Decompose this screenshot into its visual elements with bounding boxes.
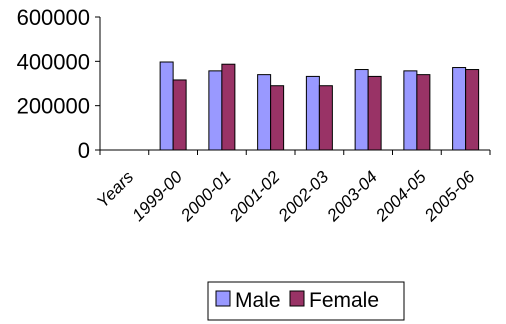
bar-female-2001-02 [270, 85, 285, 151]
bar-male-2000-01 [208, 70, 223, 151]
legend-box [207, 281, 405, 321]
legend-swatch-female [289, 290, 305, 307]
x-category-label: 2001-02 [225, 167, 284, 226]
x-category-label: Years [93, 167, 138, 212]
category-labels: Years1999-002000-012001-022002-032003-04… [93, 167, 479, 226]
bar-female-1999-00 [172, 79, 187, 151]
bar-male-2003-04 [354, 69, 369, 151]
bar-male-1999-00 [159, 61, 174, 151]
bar-male-2001-02 [257, 74, 272, 151]
y-tick-label: 400000 [17, 49, 90, 74]
y-tick-label: 200000 [17, 94, 90, 119]
bar-male-2002-03 [305, 75, 320, 151]
legend-label-female: Female [309, 289, 379, 312]
x-category-label: 2004-05 [371, 167, 430, 226]
x-category-label: 1999-00 [128, 167, 186, 225]
x-category-label: 2000-01 [176, 167, 234, 225]
legend-label-male: Male [235, 289, 281, 312]
legend: Male Female [207, 281, 405, 321]
x-category-label: 2003-04 [323, 167, 381, 225]
x-category-label: 2002-03 [274, 167, 333, 226]
bar-male-2004-05 [403, 70, 418, 151]
bar-female-2004-05 [416, 74, 431, 151]
bar-female-2003-04 [367, 75, 382, 151]
bar-female-2002-03 [318, 85, 333, 151]
x-axis [99, 149, 491, 155]
y-tick-label: 600000 [17, 5, 90, 30]
legend-swatch-male [215, 290, 231, 307]
bar-female-2000-01 [221, 63, 236, 151]
bars [159, 61, 480, 151]
bar-female-2005-06 [465, 69, 480, 151]
y-tick-label: 0 [78, 138, 90, 163]
x-category-label: 2005-06 [420, 167, 479, 226]
bar-male-2005-06 [452, 67, 467, 151]
y-axis: 600000 400000 200000 0 [17, 5, 101, 163]
